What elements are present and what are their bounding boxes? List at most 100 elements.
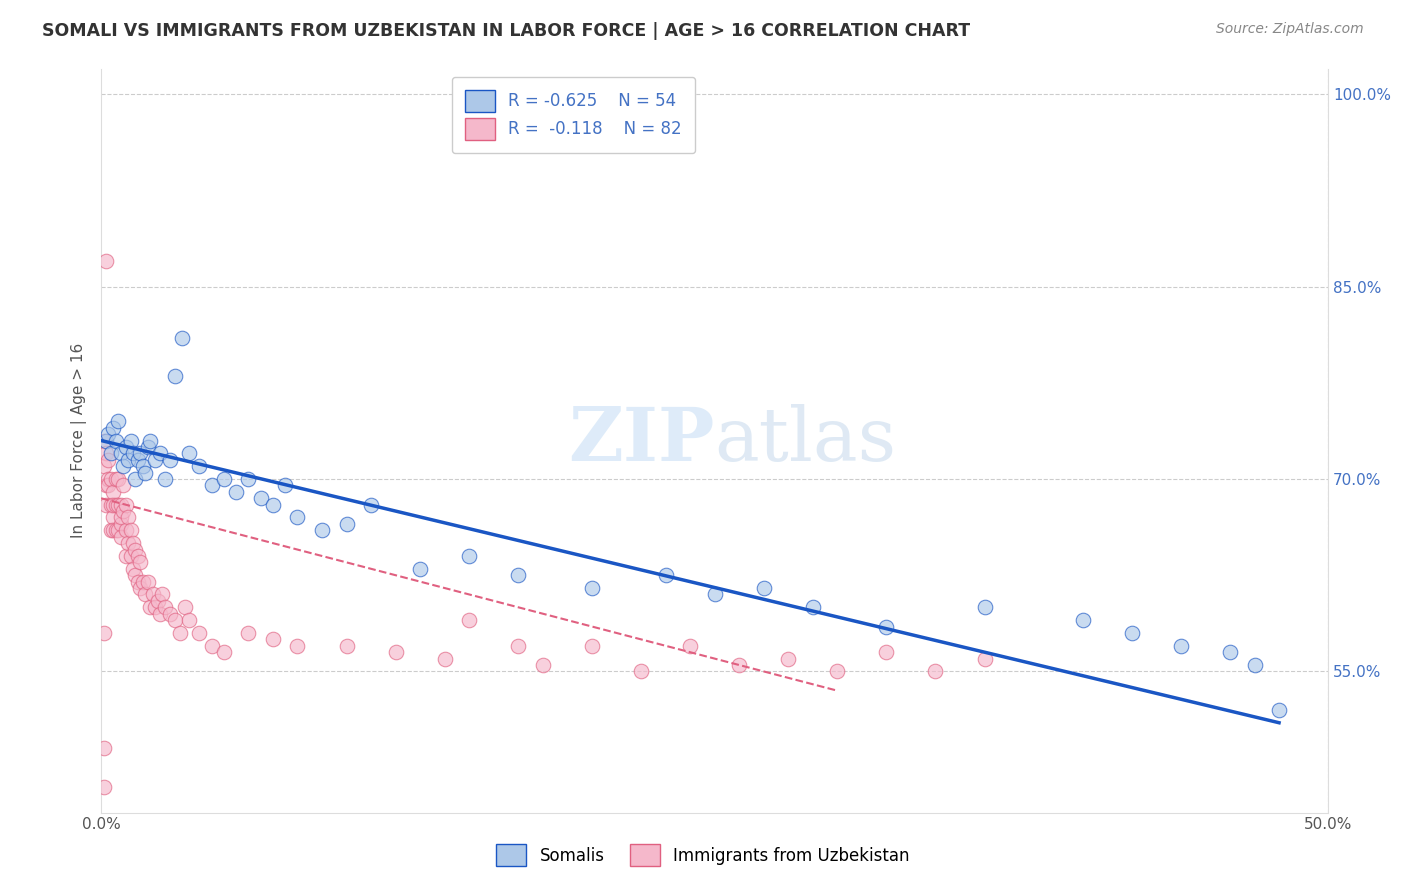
Point [179, 613, 201, 627]
Point [104, 524, 127, 538]
Point [94, 498, 117, 512]
Point [129, 446, 152, 460]
Point [104, 434, 127, 448]
Point [132, 459, 155, 474]
Point [100, 446, 122, 460]
Point [122, 562, 145, 576]
Point [120, 434, 142, 448]
Point [114, 549, 136, 563]
Point [778, 651, 800, 665]
Point [103, 498, 125, 512]
Point [117, 510, 139, 524]
Point [973, 651, 995, 665]
Point [120, 524, 142, 538]
Point [679, 639, 702, 653]
Point [752, 581, 775, 595]
Point [262, 632, 284, 647]
Point [122, 446, 145, 460]
Point [149, 607, 172, 621]
Point [169, 626, 191, 640]
Point [100, 524, 122, 538]
Text: SOMALI VS IMMIGRANTS FROM UZBEKISTAN IN LABOR FORCE | AGE > 16 CORRELATION CHART: SOMALI VS IMMIGRANTS FROM UZBEKISTAN IN … [42, 22, 970, 40]
Point [458, 613, 481, 627]
Point [801, 600, 824, 615]
Point [200, 478, 222, 492]
Point [132, 574, 155, 589]
Point [163, 369, 186, 384]
Point [129, 581, 152, 595]
Point [93, 626, 115, 640]
Point [134, 466, 156, 480]
Point [93, 459, 115, 474]
Point [110, 510, 132, 524]
Point [103, 524, 125, 538]
Point [93, 434, 115, 448]
Point [97, 478, 120, 492]
Point [103, 510, 125, 524]
Point [200, 639, 222, 653]
Point [107, 524, 129, 538]
Point [159, 452, 181, 467]
Point [136, 440, 159, 454]
Y-axis label: In Labor Force | Age > 16: In Labor Force | Age > 16 [72, 343, 87, 538]
Point [94, 434, 117, 448]
Text: Source: ZipAtlas.com: Source: ZipAtlas.com [1216, 22, 1364, 37]
Point [149, 446, 172, 460]
Point [153, 600, 176, 615]
Point [97, 452, 120, 467]
Point [107, 498, 129, 512]
Point [159, 607, 181, 621]
Point [110, 530, 132, 544]
Point [274, 478, 297, 492]
Point [360, 498, 382, 512]
Point [97, 472, 120, 486]
Point [124, 472, 146, 486]
Point [103, 420, 125, 434]
Point [93, 741, 115, 756]
Legend: R = -0.625    N = 54, R =  -0.118    N = 82: R = -0.625 N = 54, R = -0.118 N = 82 [451, 77, 696, 153]
Point [531, 658, 554, 673]
Point [110, 516, 132, 531]
Point [703, 587, 725, 601]
Point [1170, 639, 1192, 653]
Point [97, 427, 120, 442]
Point [124, 542, 146, 557]
Point [179, 446, 201, 460]
Point [458, 549, 481, 563]
Point [112, 478, 135, 492]
Point [93, 780, 115, 794]
Point [124, 568, 146, 582]
Point [409, 562, 432, 576]
Point [100, 498, 122, 512]
Point [728, 658, 751, 673]
Point [142, 587, 165, 601]
Point [153, 472, 176, 486]
Point [114, 440, 136, 454]
Point [875, 645, 897, 659]
Point [146, 594, 169, 608]
Point [127, 452, 149, 467]
Point [212, 645, 235, 659]
Point [1071, 613, 1094, 627]
Point [104, 472, 127, 486]
Point [335, 639, 357, 653]
Point [335, 516, 357, 531]
Point [143, 600, 166, 615]
Point [581, 639, 603, 653]
Point [508, 568, 530, 582]
Point [1243, 658, 1265, 673]
Point [163, 613, 186, 627]
Point [287, 510, 309, 524]
Point [114, 524, 136, 538]
Point [104, 498, 127, 512]
Point [129, 555, 152, 569]
Point [1219, 645, 1241, 659]
Point [212, 472, 235, 486]
Point [114, 498, 136, 512]
Point [188, 459, 211, 474]
Point [249, 491, 271, 506]
Point [134, 587, 156, 601]
Point [973, 600, 995, 615]
Point [139, 600, 162, 615]
Point [94, 254, 117, 268]
